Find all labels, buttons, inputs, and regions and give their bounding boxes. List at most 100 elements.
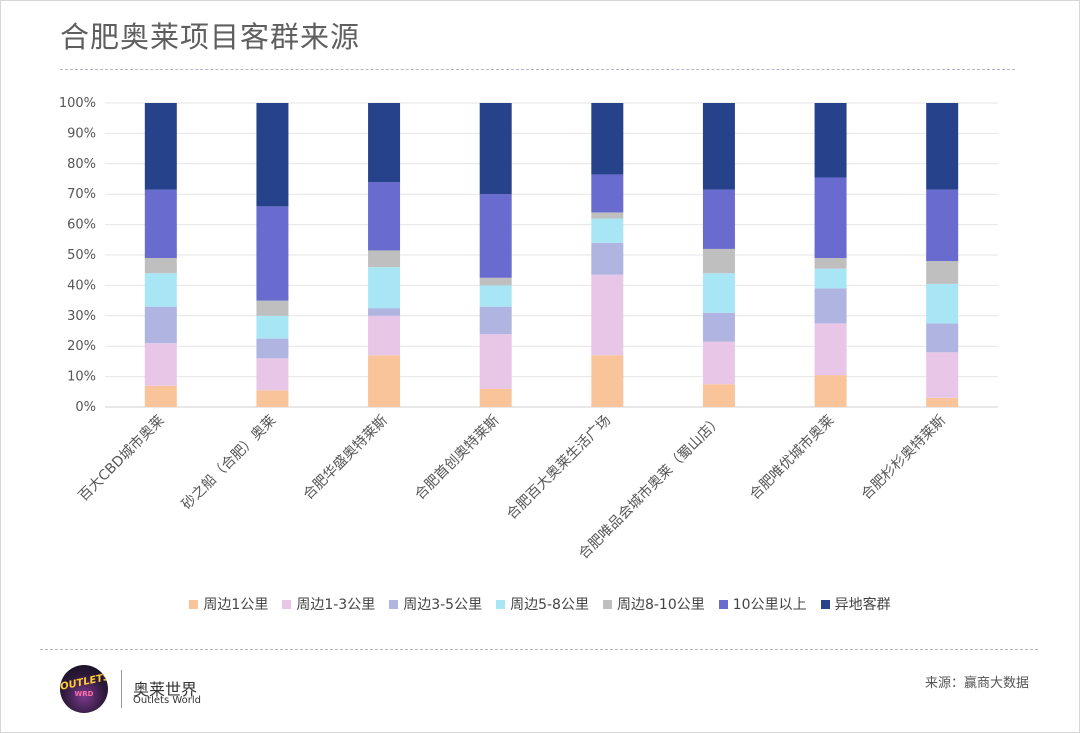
y-tick-label: 80% xyxy=(67,157,96,172)
x-category-label: 合肥杉杉奥特莱斯 xyxy=(858,412,949,503)
bar-segment xyxy=(368,250,401,268)
bar-segment xyxy=(814,258,847,269)
bar-segment xyxy=(479,103,512,195)
bar-segment xyxy=(479,277,512,286)
bar-segment xyxy=(702,103,735,190)
brand-separator xyxy=(121,670,122,708)
chart-legend: 周边1公里 周边1-3公里 周边3-5公里 周边5-8公里 周边8-10公里 10公里以上… xyxy=(0,594,1080,614)
y-tick-label: 20% xyxy=(67,339,96,354)
bar-segment xyxy=(144,306,177,344)
legend-swatch xyxy=(389,599,399,609)
bar-segment xyxy=(814,177,847,259)
bar-segment xyxy=(814,288,847,324)
legend-item: 周边1-3公里 xyxy=(282,594,375,614)
bar-segment xyxy=(256,315,289,339)
y-tick-label: 60% xyxy=(67,218,96,233)
x-category-label: 百大CBD城市奥莱 xyxy=(75,412,168,505)
bar-segment xyxy=(479,194,512,278)
bar-segment xyxy=(814,268,847,289)
legend-label: 周边1公里 xyxy=(203,597,269,613)
bar-segment xyxy=(479,334,512,389)
legend-item: 异地客群 xyxy=(820,594,891,614)
bar-segment xyxy=(814,375,847,407)
bar-segment xyxy=(591,174,624,213)
bar-segment xyxy=(814,103,847,178)
brand-name-en: Outlets World xyxy=(133,695,202,706)
x-category-label: 合肥唯优城市奥莱 xyxy=(746,412,837,503)
legend-item: 周边3-5公里 xyxy=(389,594,482,614)
bar-segment xyxy=(702,384,735,407)
legend-label: 周边5-8公里 xyxy=(510,597,589,613)
legend-swatch xyxy=(718,599,728,609)
legend-item: 10公里以上 xyxy=(718,594,807,614)
bar-segment xyxy=(256,206,289,301)
bar-segment xyxy=(144,103,177,190)
brand-name-cn: 奥莱世界 xyxy=(133,680,198,699)
legend-label: 10公里以上 xyxy=(732,597,807,613)
bar-segment xyxy=(368,355,401,407)
bar-segment xyxy=(702,273,735,313)
bar-segment xyxy=(926,103,959,190)
footer-divider xyxy=(40,649,1038,650)
legend-swatch xyxy=(189,599,199,609)
legend-label: 周边1-3公里 xyxy=(296,597,376,613)
bar-segment xyxy=(702,248,735,274)
bar-segment xyxy=(368,182,401,251)
bar-segment xyxy=(591,242,624,275)
legend-swatch xyxy=(602,599,612,609)
y-tick-label: 30% xyxy=(67,309,96,324)
bar-segment xyxy=(368,103,401,183)
bar-segment xyxy=(368,267,401,309)
bar-segment xyxy=(256,103,289,207)
bar-segment xyxy=(926,283,959,324)
bar-segment xyxy=(591,274,624,356)
legend-item: 周边1公里 xyxy=(189,594,268,614)
bar-segment xyxy=(926,397,959,407)
legend-swatch xyxy=(282,599,292,609)
bar-segment xyxy=(926,189,959,262)
y-tick-label: 40% xyxy=(67,278,96,293)
bar-segment xyxy=(256,300,289,316)
legend-swatch xyxy=(496,599,506,609)
bar-segment xyxy=(144,385,177,407)
brand-logo: OUTLETS WRD xyxy=(60,665,108,713)
stacked-bar-chart: 0% 10% 20% 30% 40% 50% 60% 70% 80% 90% 100% 百大CBD城市… xyxy=(59,96,998,562)
bar-segment xyxy=(591,103,624,175)
bar-segment xyxy=(702,189,735,249)
y-tick-label: 70% xyxy=(67,187,96,202)
bar-segment xyxy=(591,218,624,243)
y-tick-label: 50% xyxy=(67,248,96,263)
bar-segment xyxy=(144,273,177,307)
bar-segment xyxy=(368,315,401,356)
bar-segment xyxy=(368,308,401,316)
bar-segment xyxy=(591,355,624,407)
bar-segment xyxy=(479,388,512,407)
bar-segment xyxy=(256,358,289,391)
bar-segment xyxy=(702,341,735,385)
legend-item: 周边5-8公里 xyxy=(496,594,589,614)
legend-swatch xyxy=(820,599,830,609)
page-title: 合肥奥莱项目客群来源 xyxy=(60,20,361,54)
legend-label: 周边8-10公里 xyxy=(616,597,705,613)
bar-segment xyxy=(926,352,959,398)
x-category-label: 合肥首创奥特莱斯 xyxy=(411,412,502,503)
x-category-label: 合肥百大奥莱生活广场 xyxy=(503,412,614,523)
bar-segment xyxy=(256,390,289,407)
legend-label: 异地客群 xyxy=(834,597,891,613)
bar-segment xyxy=(144,343,177,386)
x-category-label: 砂之船（合肥）奥莱 xyxy=(178,412,279,513)
y-tick-label: 0% xyxy=(75,400,96,415)
bar-segment xyxy=(256,338,289,359)
y-tick-label: 90% xyxy=(67,126,96,141)
bar-segment xyxy=(926,323,959,353)
x-category-label: 合肥华盛奥特莱斯 xyxy=(300,412,391,503)
logo-subtext: WRD xyxy=(74,690,94,698)
title-divider xyxy=(60,69,1015,70)
bar-segment xyxy=(479,306,512,335)
bar-segment xyxy=(144,258,177,274)
bar-segment xyxy=(479,285,512,307)
legend-item: 周边8-10公里 xyxy=(602,594,705,614)
y-tick-label: 100% xyxy=(59,96,96,111)
source-note: 来源：赢商大数据 xyxy=(924,676,1029,691)
bar-segment xyxy=(702,312,735,342)
